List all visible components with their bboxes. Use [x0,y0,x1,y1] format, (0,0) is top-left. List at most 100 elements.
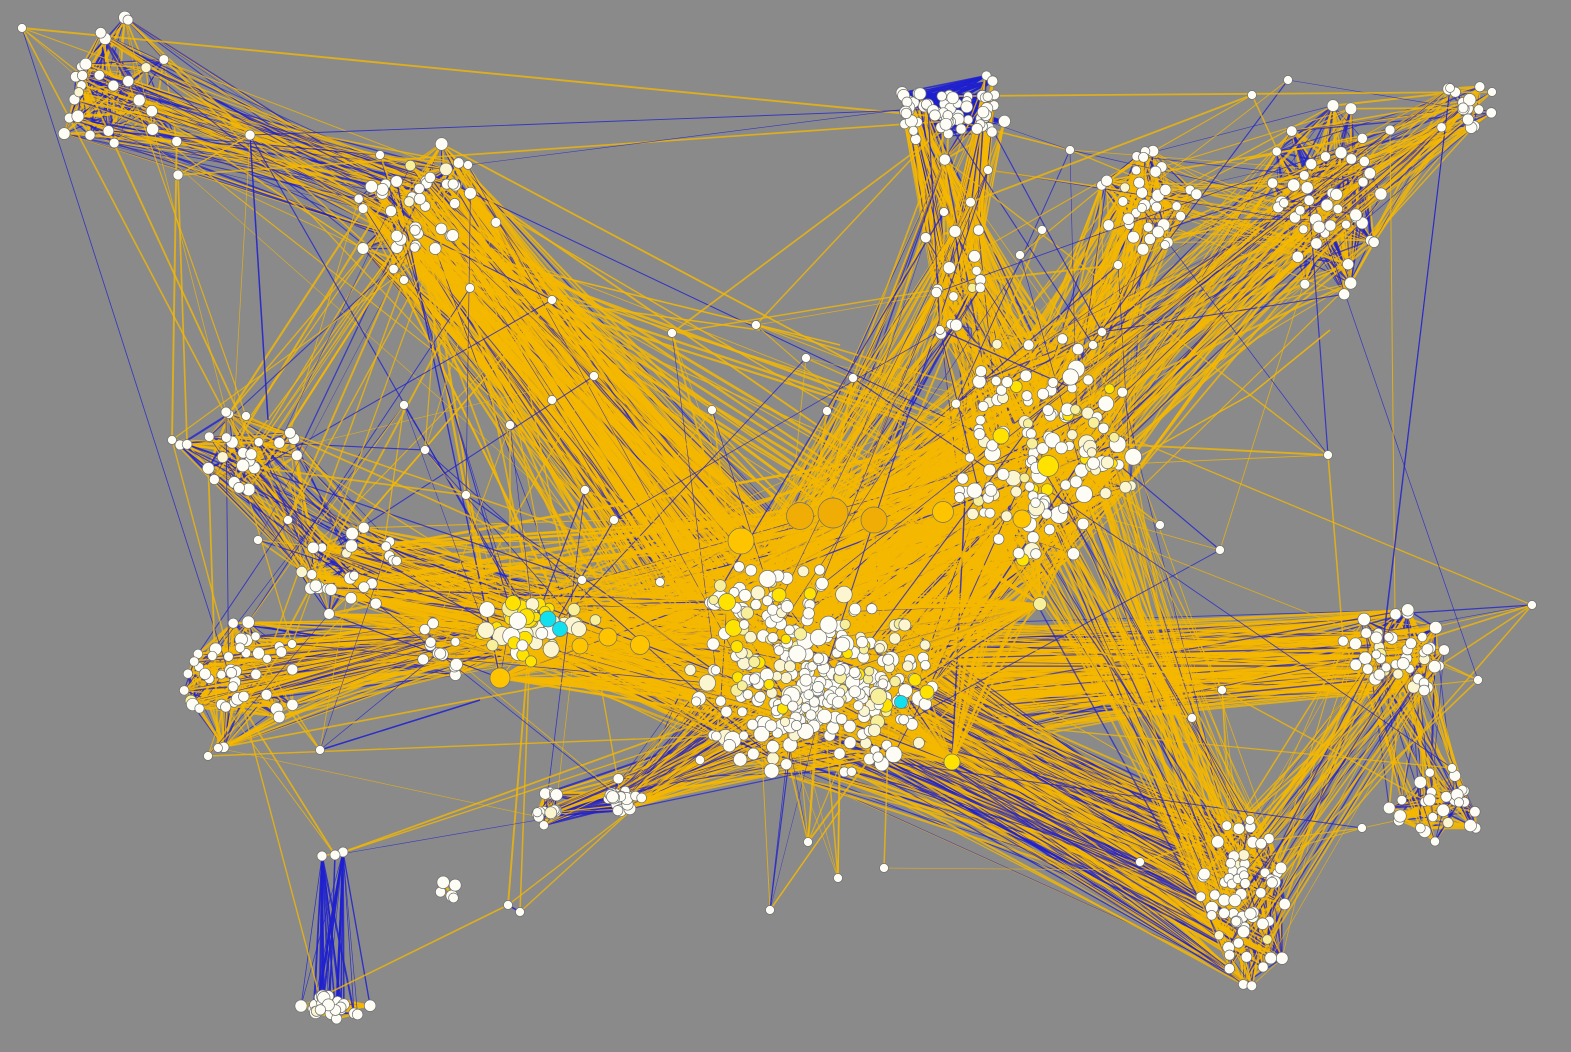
graph-node[interactable] [800,702,811,713]
graph-node[interactable] [956,472,969,485]
graph-node[interactable] [1312,220,1326,234]
graph-node[interactable] [419,623,431,636]
graph-node[interactable] [780,600,794,614]
graph-node[interactable] [1036,387,1050,401]
graph-node[interactable] [1323,450,1333,460]
graph-node[interactable] [516,639,529,652]
graph-node[interactable] [738,619,750,630]
graph-node[interactable] [1287,178,1301,192]
graph-node[interactable] [902,660,914,672]
graph-node[interactable] [399,400,409,410]
graph-node[interactable] [960,100,974,114]
graph-node[interactable] [1113,260,1123,270]
graph-node[interactable] [908,673,922,687]
graph-node[interactable] [1266,876,1278,889]
graph-node[interactable] [427,617,439,630]
graph-node[interactable] [1136,186,1148,199]
graph-node[interactable] [1356,132,1368,144]
graph-node[interactable] [1223,963,1235,975]
graph-node[interactable] [1463,819,1477,833]
graph-node[interactable] [357,521,370,534]
graph-node[interactable] [505,595,521,611]
graph-node[interactable] [975,365,988,378]
graph-node[interactable] [706,637,720,651]
graph-node[interactable] [898,618,912,632]
graph-node[interactable] [867,723,882,737]
graph-node[interactable] [1224,949,1235,961]
graph-node[interactable] [1330,188,1343,201]
graph-node[interactable] [434,647,447,660]
graph-node[interactable] [908,125,919,136]
graph-node[interactable] [1264,951,1277,965]
graph-node[interactable] [57,127,71,140]
graph-node[interactable] [84,129,96,141]
graph-node[interactable] [1245,815,1255,825]
graph-node[interactable] [932,501,954,523]
graph-node[interactable] [1401,603,1415,617]
graph-node[interactable] [315,745,325,755]
graph-node[interactable] [864,666,875,677]
graph-node[interactable] [515,907,525,917]
graph-node[interactable] [1457,102,1469,114]
graph-node[interactable] [1445,83,1455,93]
graph-node[interactable] [356,242,370,255]
graph-node[interactable] [814,564,826,576]
graph-node[interactable] [910,133,922,145]
graph-node[interactable] [225,667,238,679]
graph-node[interactable] [727,527,755,555]
graph-node[interactable] [532,807,543,818]
graph-node[interactable] [1142,221,1154,233]
graph-node[interactable] [1069,475,1083,489]
graph-node[interactable] [295,565,308,578]
graph-node[interactable] [182,668,193,679]
graph-node[interactable] [1271,146,1282,157]
graph-node[interactable] [738,589,752,602]
graph-node[interactable] [250,631,261,642]
graph-node[interactable] [1259,867,1271,878]
graph-node[interactable] [783,660,796,673]
graph-node[interactable] [1463,93,1477,107]
graph-node[interactable] [314,1004,326,1016]
graph-node[interactable] [1247,90,1257,100]
graph-node[interactable] [1389,608,1402,621]
graph-node[interactable] [122,75,135,88]
graph-node[interactable] [771,671,783,682]
graph-node[interactable] [1349,658,1362,671]
graph-node[interactable] [848,685,862,698]
graph-node[interactable] [1230,916,1242,927]
graph-node[interactable] [1012,509,1032,529]
graph-node[interactable] [799,673,813,687]
graph-node[interactable] [870,688,888,705]
graph-node[interactable] [1088,340,1098,350]
graph-node[interactable] [1119,182,1130,193]
graph-node[interactable] [1298,224,1309,235]
graph-node[interactable] [733,752,748,767]
graph-node[interactable] [73,87,84,98]
graph-node[interactable] [742,689,754,700]
graph-node[interactable] [872,751,884,763]
graph-node[interactable] [179,685,190,696]
graph-node[interactable] [920,659,931,671]
graph-node[interactable] [542,640,560,658]
graph-node[interactable] [691,696,702,707]
graph-node[interactable] [1299,278,1311,290]
graph-node[interactable] [1239,878,1251,889]
graph-node[interactable] [943,753,961,771]
graph-node[interactable] [1066,429,1078,441]
graph-node[interactable] [1485,107,1497,119]
graph-node[interactable] [1363,167,1377,180]
graph-node[interactable] [1427,812,1438,823]
graph-node[interactable] [803,587,817,601]
graph-node[interactable] [803,689,814,700]
graph-node[interactable] [380,541,392,552]
graph-node[interactable] [963,114,974,125]
graph-node[interactable] [817,708,833,724]
graph-node[interactable] [1135,857,1145,867]
graph-node[interactable] [1244,907,1257,920]
graph-node[interactable] [452,157,465,169]
graph-node[interactable] [898,714,910,726]
graph-node[interactable] [976,105,990,119]
graph-node[interactable] [815,576,829,591]
graph-node[interactable] [1382,801,1396,815]
